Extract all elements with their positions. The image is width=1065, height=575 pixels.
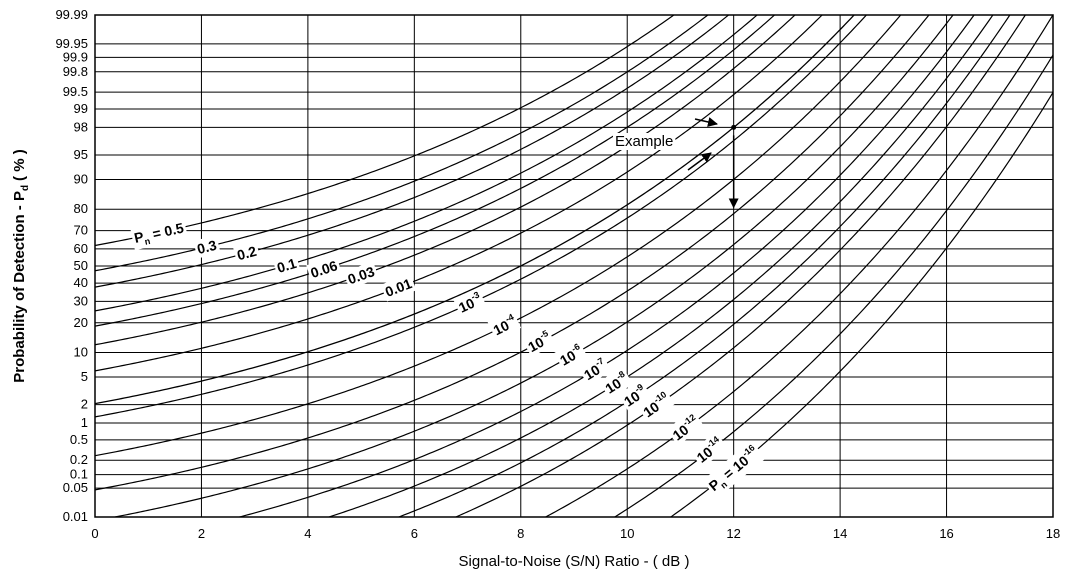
y-axis-label: Probability of Detection - Pd( % ) bbox=[11, 149, 31, 382]
curve-pfa-14 bbox=[454, 15, 1027, 517]
x-tick-label: 16 bbox=[939, 526, 953, 541]
x-axis-label: Signal-to-Noise (S/N) Ratio - ( dB ) bbox=[459, 553, 690, 570]
curve-pfa-6 bbox=[95, 15, 823, 372]
y-tick-label: 5 bbox=[81, 369, 88, 384]
svg-text:10-7: 10-7 bbox=[580, 356, 610, 384]
svg-text:10-4: 10-4 bbox=[490, 312, 519, 339]
x-tick-label: 14 bbox=[833, 526, 847, 541]
curve-label-13: 10-9 bbox=[617, 379, 652, 412]
curve-label-12: 10-8 bbox=[599, 366, 634, 399]
curve-label-3: 0.1 bbox=[272, 253, 301, 278]
curve-pfa-13 bbox=[397, 15, 1011, 517]
curve-label-9: 10-5 bbox=[522, 326, 556, 357]
curve-label-15: 10-12 bbox=[666, 410, 705, 446]
curve-pfa-15 bbox=[544, 15, 1053, 517]
y-tick-label: 99.8 bbox=[63, 64, 88, 79]
curve-label-6: 0.01 bbox=[380, 273, 417, 302]
example-label: Example bbox=[615, 133, 673, 150]
y-tick-label: 0.5 bbox=[70, 432, 88, 447]
curve-pfa-16 bbox=[613, 54, 1053, 517]
y-tick-label: 20 bbox=[74, 315, 88, 330]
svg-text:0.3: 0.3 bbox=[195, 237, 218, 257]
y-tick-label: 90 bbox=[74, 172, 88, 187]
x-tick-label: 2 bbox=[198, 526, 205, 541]
curve-label-0: Pn = 0.5 bbox=[130, 218, 189, 251]
x-tick-label: 0 bbox=[91, 526, 98, 541]
y-tick-label: 80 bbox=[74, 201, 88, 216]
y-tick-label: 40 bbox=[74, 275, 88, 290]
example-annotation: Example bbox=[95, 15, 855, 405]
svg-text:0.1: 0.1 bbox=[275, 255, 298, 276]
curve-pfa-7 bbox=[95, 15, 868, 418]
svg-text:10-12: 10-12 bbox=[668, 412, 702, 443]
y-tick-label: 0.01 bbox=[63, 509, 88, 524]
curve-label-4: 0.06 bbox=[306, 255, 342, 283]
curve-label-2: 0.2 bbox=[233, 241, 261, 265]
example-point bbox=[731, 124, 737, 130]
y-tick-label: 60 bbox=[74, 241, 88, 256]
y-tick-label: 0.2 bbox=[70, 452, 88, 467]
curve-pfa-8 bbox=[95, 15, 902, 457]
example-arrow-right bbox=[694, 117, 718, 127]
curve-pfa-17 bbox=[669, 92, 1053, 517]
curve-label-8: 10-4 bbox=[487, 309, 522, 341]
curve-label-17: Pn = 10-16 bbox=[702, 440, 766, 499]
x-tick-label: 18 bbox=[1046, 526, 1060, 541]
curve-pfa-5 bbox=[95, 15, 796, 346]
curves bbox=[95, 15, 1053, 517]
y-tick-label: 1 bbox=[81, 415, 88, 430]
curve-label-11: 10-7 bbox=[577, 353, 612, 386]
curve-label-7: 10-3 bbox=[453, 287, 487, 318]
y-tick-label: 10 bbox=[74, 344, 88, 359]
y-tick-label: 70 bbox=[74, 223, 88, 238]
curve-pfa-9 bbox=[95, 15, 930, 491]
svg-text:10-6: 10-6 bbox=[556, 341, 585, 368]
curve-label-16: 10-14 bbox=[690, 432, 729, 468]
curve-label-14: 10-10 bbox=[636, 387, 676, 423]
x-tick-label: 6 bbox=[411, 526, 418, 541]
grid bbox=[94, 14, 1054, 518]
x-tick-label: 8 bbox=[517, 526, 524, 541]
curve-pfa-1 bbox=[95, 15, 709, 272]
y-tick-labels: 0.01 0.050.10.2 0.5 1 2 5 10 20 30 40 50 60 70 80 90 95… bbox=[55, 7, 88, 524]
curve-pfa-2 bbox=[95, 15, 730, 288]
x-tick-labels: 0 2 4 6 8 10 12 14 16 18 bbox=[91, 526, 1060, 541]
y-tick-label: 2 bbox=[81, 397, 88, 412]
example-arrow-up bbox=[687, 152, 712, 171]
curve-pfa-0 bbox=[95, 15, 675, 247]
curve-label-10: 10-6 bbox=[553, 339, 588, 371]
y-tick-label: 0.1 bbox=[70, 467, 88, 482]
svg-text:Pn = 0.5: Pn = 0.5 bbox=[133, 219, 186, 248]
svg-text:0.2: 0.2 bbox=[235, 243, 258, 264]
curve-pfa-3 bbox=[95, 15, 759, 312]
curve-label-1: 0.3 bbox=[193, 235, 221, 259]
svg-text:0.06: 0.06 bbox=[308, 257, 339, 281]
curve-pfa-12 bbox=[327, 15, 994, 517]
y-tick-label: 50 bbox=[74, 258, 88, 273]
y-tick-label: 98 bbox=[74, 119, 88, 134]
y-tick-label: 99.5 bbox=[63, 84, 88, 99]
svg-text:10-5: 10-5 bbox=[524, 328, 553, 355]
y-tick-label: 0.05 bbox=[63, 480, 88, 495]
y-tick-label: 99.99 bbox=[55, 7, 88, 22]
plot-frame bbox=[94, 14, 1054, 518]
x-tick-label: 10 bbox=[620, 526, 634, 541]
y-tick-label: 95 bbox=[74, 147, 88, 162]
curve-pfa-11 bbox=[237, 15, 975, 517]
x-tick-label: 4 bbox=[304, 526, 311, 541]
curve-pfa-4 bbox=[95, 15, 776, 327]
curve-labels: Pn = 0.50.3 0.20.1 0.06 0.03 0.0110-310-410-… bbox=[130, 218, 766, 499]
y-tick-label: 99 bbox=[74, 101, 88, 116]
svg-text:10-3: 10-3 bbox=[455, 290, 484, 316]
example-curve bbox=[95, 15, 855, 405]
y-tick-label: 99.9 bbox=[63, 49, 88, 64]
x-tick-label: 12 bbox=[726, 526, 740, 541]
y-tick-label: 99.95 bbox=[55, 36, 88, 51]
y-tick-label: 30 bbox=[74, 293, 88, 308]
